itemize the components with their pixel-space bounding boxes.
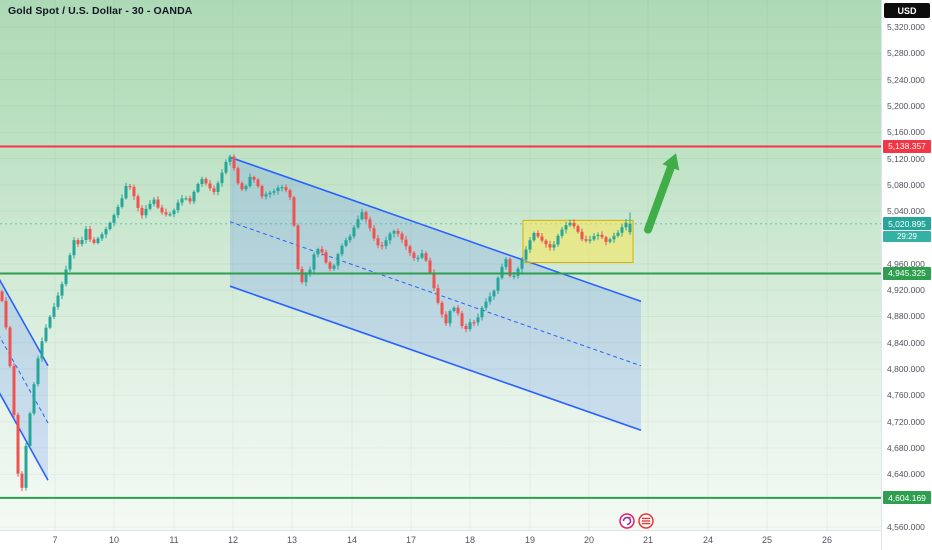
time-tick-label: 20 <box>583 535 595 545</box>
price-tick-label: 5,040.000 <box>887 206 925 217</box>
time-tick-label: 25 <box>761 535 773 545</box>
symbol-title-text: Gold Spot / U.S. Dollar - 30 - OANDA <box>8 5 193 17</box>
price-tick-label: 5,280.000 <box>887 48 925 59</box>
time-tick-label: 17 <box>405 535 417 545</box>
price-tick-label: 4,840.000 <box>887 337 925 348</box>
last-price-label: 5,020.895 <box>883 217 931 231</box>
price-tick-label: 4,800.000 <box>887 364 925 375</box>
time-tick-label: 14 <box>346 535 358 545</box>
price-tick-label: 5,080.000 <box>887 179 925 190</box>
price-tick-label: 4,680.000 <box>887 443 925 454</box>
chart-pane[interactable]: Gold Spot / U.S. Dollar - 30 - OANDA <box>0 0 881 530</box>
breakout-arrow-drawing[interactable] <box>644 153 680 234</box>
price-tick-label: 4,760.000 <box>887 390 925 401</box>
price-tick-label: 5,240.000 <box>887 74 925 85</box>
support-line-price-label[interactable]: 4,604.169 <box>883 491 931 505</box>
time-tick-label: 12 <box>227 535 239 545</box>
time-tick-label: 11 <box>169 535 179 545</box>
left-channel-drawing[interactable] <box>0 259 49 481</box>
time-tick-label: 10 <box>108 535 120 545</box>
candlestick-chart[interactable] <box>0 0 881 530</box>
symbol-title[interactable]: Gold Spot / U.S. Dollar - 30 - OANDA <box>8 5 192 17</box>
price-tick-label: 4,920.000 <box>887 285 925 296</box>
price-tick-label: 4,560.000 <box>887 521 925 532</box>
gridlines <box>0 0 881 530</box>
time-tick-label: 18 <box>464 535 476 545</box>
time-tick-label: 21 <box>642 535 654 545</box>
price-tick-label: 5,160.000 <box>887 127 925 138</box>
price-tick-label: 5,320.000 <box>887 21 925 32</box>
price-tick-label: 4,880.000 <box>887 311 925 322</box>
currency-unit-button[interactable]: USD <box>884 3 930 18</box>
price-tick-label: 4,960.000 <box>887 258 925 269</box>
time-tick-label: 19 <box>524 535 536 545</box>
support-line-price-label[interactable]: 4,945.325 <box>883 266 931 280</box>
candlestick-series <box>0 154 632 492</box>
dizzy-sticker-icon[interactable] <box>619 513 635 529</box>
price-axis[interactable]: USD 5,320.000 5,280.000 5,240.000 5,200.000… <box>881 0 932 550</box>
time-tick-label: 7 <box>52 535 58 545</box>
bar-countdown-label: 29:29 <box>883 230 931 242</box>
price-tick-label: 5,200.000 <box>887 100 925 111</box>
price-tick-label: 4,640.000 <box>887 469 925 480</box>
time-tick-label: 26 <box>821 535 833 545</box>
resistance-line-price-label[interactable]: 5,138.357 <box>883 139 931 153</box>
time-tick-label: 24 <box>702 535 714 545</box>
no-entry-sticker-icon[interactable] <box>638 513 654 529</box>
time-tick-label: 13 <box>286 535 298 545</box>
time-axis[interactable]: 7 10 11 12 13 14 17 18 19 20 21 24 25 26 <box>0 530 881 550</box>
price-tick-label: 4,720.000 <box>887 416 925 427</box>
price-tick-label: 5,120.000 <box>887 153 925 164</box>
